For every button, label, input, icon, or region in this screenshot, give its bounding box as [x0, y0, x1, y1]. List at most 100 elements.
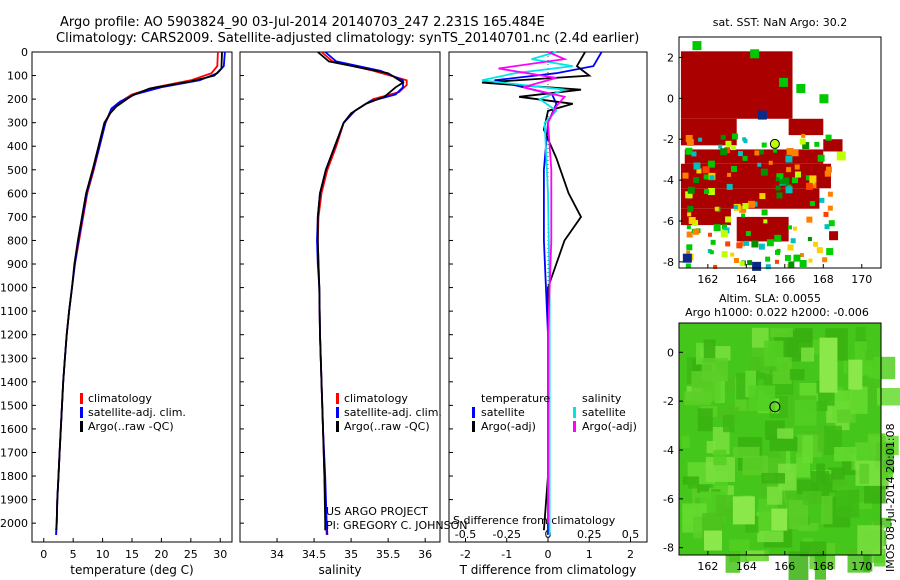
sst-pixel	[799, 253, 804, 258]
sst-warm-region	[823, 139, 843, 152]
sla-cell	[865, 350, 874, 368]
legend-label: Argo(-adj)	[481, 420, 536, 433]
sst-pixel	[721, 251, 728, 258]
legend-swatch	[336, 421, 339, 432]
series-line-Argo	[55, 51, 223, 531]
series-line-T-satellite	[494, 51, 603, 535]
sst-pixel	[822, 257, 828, 263]
difference-panel: -2 -1 0 1 2-0.5 -0.25 0 0.25 0.5S difference fro…	[448, 51, 648, 577]
sla-cell	[703, 339, 716, 363]
x-tick-label: 2	[627, 548, 634, 561]
plot-frame	[31, 51, 233, 543]
sst-pixel	[721, 224, 727, 230]
sst-pixel	[686, 139, 694, 147]
sst-pixel	[806, 216, 813, 223]
x-tick-label: -2	[460, 548, 471, 561]
legend-swatch	[80, 407, 83, 418]
x-tick-label: 164	[736, 273, 757, 286]
sst-pixel	[808, 258, 813, 263]
legend-swatch	[573, 421, 576, 432]
sla-cell	[777, 428, 794, 439]
sst-pixel	[765, 256, 771, 262]
map-frame	[678, 322, 882, 556]
x-tick-label: 5	[70, 548, 77, 561]
y-tick-label: -6	[663, 493, 674, 506]
legend-label: satellite-adj. clim.	[88, 406, 186, 419]
sst-pixel	[807, 237, 812, 242]
sst-pixel	[686, 225, 691, 230]
legend-title: salinity	[582, 392, 622, 405]
sla-cell	[864, 485, 886, 504]
sst-pixel	[814, 141, 820, 147]
sla-cell	[848, 494, 877, 503]
sla-high-cell	[819, 337, 838, 393]
legend-label: Argo(..raw -QC)	[344, 420, 430, 433]
sst-pixel	[730, 252, 735, 257]
x-tick-label: 168	[813, 273, 834, 286]
sst-pixel	[709, 250, 714, 255]
sst-pixel	[827, 191, 833, 197]
sst-pixel	[809, 175, 817, 183]
s-tick-label: -0.25	[493, 528, 521, 541]
sst-pixel	[713, 224, 721, 232]
sst-pixel	[742, 155, 748, 161]
sla-cell	[855, 326, 866, 342]
sst-pixel	[824, 224, 830, 230]
legend-swatch	[573, 407, 576, 418]
sst-pixel	[730, 166, 737, 173]
series-line-satellite	[316, 51, 404, 535]
sst-pixel	[816, 247, 823, 254]
sst-pixel	[742, 137, 747, 142]
sst-pixel	[726, 183, 733, 190]
x-tick-label: 15	[125, 548, 139, 561]
sla-cell	[850, 386, 868, 414]
sst-pixel	[805, 182, 813, 190]
sst-pixel	[702, 166, 710, 174]
x-tick-label: 0	[40, 548, 47, 561]
sla-cell	[794, 400, 817, 426]
x-tick-label: 162	[697, 273, 718, 286]
sst-pixel	[707, 249, 712, 254]
x-tick-label: 1	[586, 548, 593, 561]
legend-swatch	[336, 393, 339, 404]
sst-pixel	[759, 193, 766, 200]
sst-pixel	[725, 140, 732, 147]
sla-cell	[769, 436, 798, 452]
x-tick-label: 10	[96, 548, 110, 561]
y-tick-label: 1700	[0, 446, 28, 459]
x-tick-label: 166	[774, 560, 795, 573]
sst-pixel	[836, 151, 846, 161]
sst-pixel	[730, 145, 736, 151]
legend-title: temperature	[481, 392, 550, 405]
sst-pixel	[776, 192, 783, 199]
sla-cell	[682, 476, 700, 485]
sst-pixel	[710, 239, 716, 245]
sst-pixel	[687, 212, 692, 217]
x-tick-label: 170	[851, 560, 872, 573]
sst-pixel	[776, 248, 781, 253]
sst-pixel	[696, 168, 702, 174]
sst-pixel	[779, 77, 789, 87]
sst-pixel	[752, 261, 762, 271]
sst-pixel	[826, 248, 834, 256]
sla-cell	[867, 433, 886, 461]
sla-cell	[706, 440, 716, 454]
sst-pixel	[825, 166, 832, 173]
legend-label: satellite	[481, 406, 525, 419]
sst-pixel	[714, 206, 719, 211]
sst-pixel	[688, 217, 696, 225]
sla-cell	[748, 385, 776, 412]
y-tick-label: 600	[7, 187, 28, 200]
y-tick-label: 1100	[0, 305, 28, 318]
x-tick-label: 34	[270, 548, 284, 561]
sst-pixel	[809, 201, 815, 207]
sst-pixel	[685, 147, 693, 155]
y-tick-label: -2	[663, 395, 674, 408]
sst-pixel	[682, 253, 692, 263]
series-line-satellite	[55, 51, 226, 535]
sst-pixel	[760, 168, 768, 176]
sst-pixel	[698, 137, 703, 142]
argo-location-marker	[769, 401, 781, 413]
sst-pixel	[809, 181, 817, 189]
